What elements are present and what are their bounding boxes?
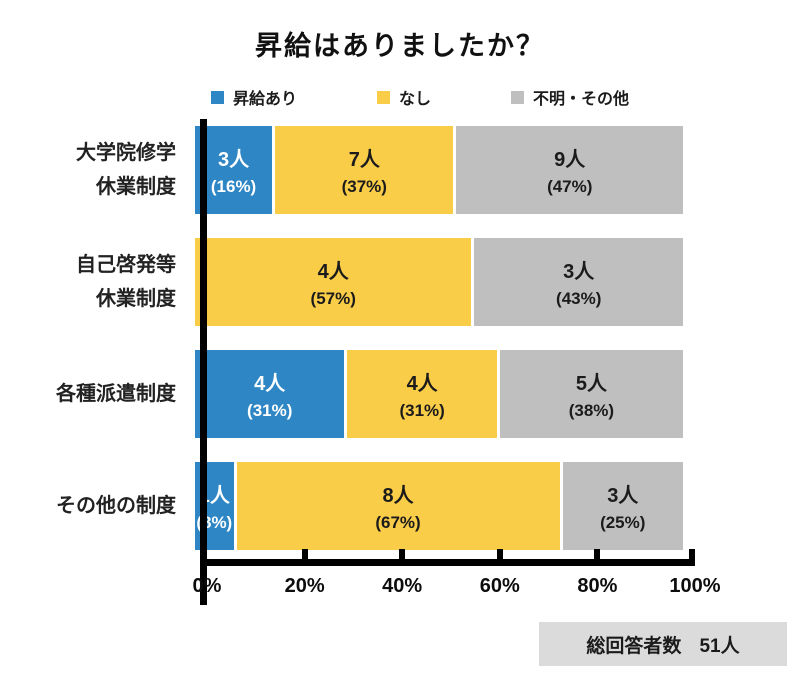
bar-row: 自己啓発等休業制度 4人 (57%) 3人 (43%) bbox=[0, 238, 695, 326]
axis-tick bbox=[594, 549, 601, 559]
category-label-line: 休業制度 bbox=[96, 176, 176, 198]
segment-count: 3人 bbox=[607, 485, 639, 507]
bar-segment: 5人 (38%) bbox=[499, 350, 683, 438]
segment-count: 7人 bbox=[348, 149, 380, 171]
chart-title: 昇給はありましたか？ bbox=[255, 31, 545, 61]
category-label-line: 休業制度 bbox=[96, 288, 176, 310]
bar-segment: 3人 (25%) bbox=[562, 462, 683, 550]
category-label: 自己啓発等休業制度 bbox=[0, 248, 188, 316]
segment-count: 4人 bbox=[406, 373, 438, 395]
axis-tick bbox=[689, 549, 695, 559]
total-respondents-label: 総回答者数 bbox=[586, 635, 682, 657]
category-label: 各種派遣制度 bbox=[0, 377, 188, 411]
bar-segment: 9人 (47%) bbox=[456, 126, 684, 214]
x-tick-label: 20% bbox=[284, 575, 325, 597]
x-axis-line bbox=[200, 549, 695, 566]
segment-percent: (31%) bbox=[247, 401, 293, 420]
total-respondents-value: 51人 bbox=[699, 635, 740, 657]
axis-tick bbox=[496, 549, 503, 559]
segment-count: 3人 bbox=[218, 149, 250, 171]
x-tick-label: 80% bbox=[577, 575, 618, 597]
legend-item-1: なし bbox=[376, 85, 431, 109]
plot-rows: 大学院修学 休業制度 3人 (16%) 7人 (37%) 9人 (47%) 自己啓発等 休業制度 4… bbox=[0, 126, 695, 550]
segment-percent: (37%) bbox=[341, 177, 387, 196]
bar-segment: 4人 (57%) bbox=[195, 238, 472, 326]
legend: 昇給あり なし 不明・その他 bbox=[0, 85, 800, 109]
category-label-line: 大学院修学 bbox=[76, 142, 176, 164]
segment-percent: (31%) bbox=[399, 401, 445, 420]
segment-percent: (43%) bbox=[556, 289, 602, 308]
segment-percent: (67%) bbox=[375, 513, 421, 532]
legend-item-0: 昇給あり bbox=[210, 85, 297, 109]
axis-tick bbox=[399, 549, 406, 559]
category-label: その他の制度 bbox=[0, 489, 188, 523]
bar-segment: 4人 (31%) bbox=[195, 350, 345, 438]
segment-percent: (57%) bbox=[310, 289, 356, 308]
row-bars: 3人 (16%) 7人 (37%) 9人 (47%) bbox=[195, 126, 684, 214]
row-bars: 4人 (57%) 3人 (43%) bbox=[195, 238, 683, 326]
bar-row: 各種派遣制度 4人 (31%) 4人 (31%) 5人 (38%) bbox=[0, 350, 695, 438]
bar-segment: 7人 (37%) bbox=[275, 126, 454, 214]
segment-percent: (47%) bbox=[547, 177, 593, 196]
legend-label: なし bbox=[398, 91, 431, 108]
x-tick-label: 40% bbox=[382, 575, 423, 597]
segment-count: 8人 bbox=[382, 485, 414, 507]
legend-item-2: 不明・その他 bbox=[511, 85, 629, 109]
category-label-line: 自己啓発等 bbox=[76, 254, 176, 276]
segment-count: 5人 bbox=[575, 373, 607, 395]
segment-count: 3人 bbox=[563, 261, 595, 283]
y-axis-line bbox=[200, 119, 207, 605]
segment-percent: (16%) bbox=[210, 177, 257, 196]
bar-segment: 3人 (16%) bbox=[195, 126, 273, 214]
bar-segment: 3人 (43%) bbox=[474, 238, 683, 326]
x-tick-labels: 0% 20% 40% 60% 80% 100% bbox=[193, 575, 721, 605]
segment-count: 9人 bbox=[554, 149, 586, 171]
total-respondents-box: 総回答者数 51人 bbox=[539, 622, 787, 666]
legend-label: 昇給あり bbox=[232, 91, 297, 108]
axis-tick bbox=[301, 549, 308, 559]
legend-swatch-icon bbox=[376, 90, 390, 104]
x-tick-label: 100% bbox=[669, 575, 721, 597]
bar-segment: 8人 (67%) bbox=[236, 462, 560, 550]
bar-segment: 4人 (31%) bbox=[347, 350, 497, 438]
category-label-line: その他の制度 bbox=[56, 495, 176, 517]
segment-percent: (38%) bbox=[568, 401, 615, 420]
segment-count: 4人 bbox=[254, 373, 286, 395]
segment-percent: (25%) bbox=[600, 513, 646, 532]
x-tick-label: 0% bbox=[192, 575, 222, 597]
legend-swatch-icon bbox=[210, 90, 224, 104]
plot-area: 大学院修学 休業制度 3人 (16%) 7人 (37%) 9人 (47%) 自己啓発等 休業制度 4… bbox=[0, 119, 721, 605]
category-label: 大学院修学休業制度 bbox=[0, 136, 188, 204]
row-bars: 4人 (31%) 4人 (31%) 5人 (38%) bbox=[195, 350, 683, 438]
x-tick-label: 60% bbox=[479, 575, 520, 597]
legend-label: 不明・その他 bbox=[533, 91, 630, 108]
bar-row: その他の制度 1人 (8%) 8人 (67%) 3人 (25%) bbox=[0, 462, 695, 550]
bar-row: 大学院修学休業制度 3人 (16%) 7人 (37%) 9人 (47%) bbox=[0, 126, 695, 214]
row-bars: 1人 (8%) 8人 (67%) 3人 (25%) bbox=[195, 462, 683, 550]
category-label-line: 各種派遣制度 bbox=[56, 383, 176, 405]
legend-swatch-icon bbox=[511, 90, 524, 104]
segment-count: 4人 bbox=[317, 261, 349, 283]
